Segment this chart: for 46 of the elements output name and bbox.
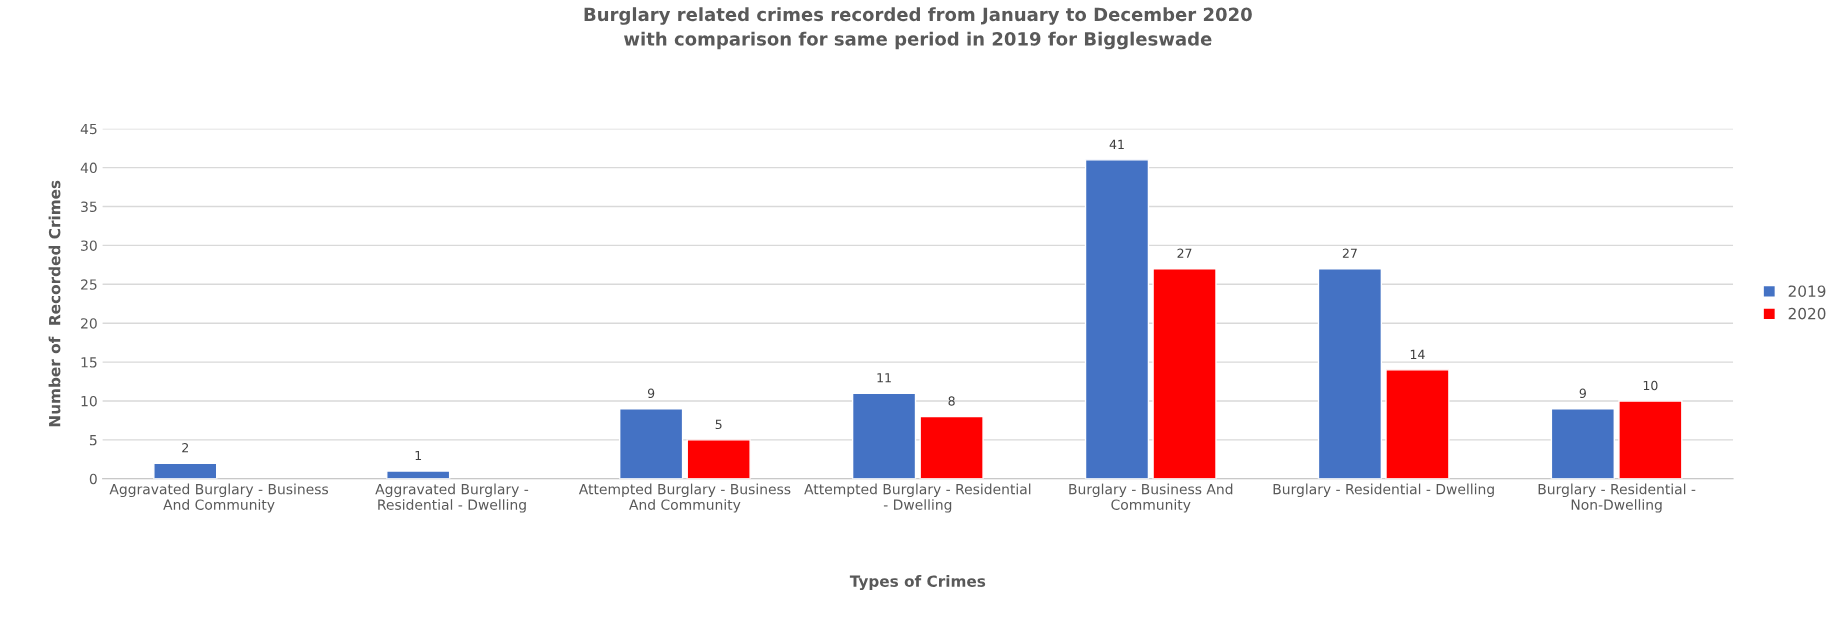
data-label: 27 [1177, 248, 1192, 258]
data-label: 5 [715, 419, 722, 430]
bar [919, 415, 984, 479]
data-label: 2 [182, 442, 189, 453]
y-tick-label: 10 [81, 395, 97, 407]
x-tick-label: Aggravated Burglary - Residential - Dwelling [375, 483, 529, 513]
x-axis-title: Types of Crimes [849, 575, 986, 591]
data-label: 14 [1410, 349, 1425, 359]
y-tick-label: 30 [81, 240, 97, 251]
bar [618, 408, 684, 479]
y-tick-label: 20 [81, 318, 97, 329]
bar [1084, 159, 1150, 479]
data-label: 1 [415, 450, 422, 461]
bar [1152, 268, 1217, 479]
x-tick-label: Attempted Burglary - Residential - Dwelling [804, 483, 1031, 513]
bar [851, 392, 917, 479]
data-label: 11 [877, 373, 891, 383]
bar [1618, 400, 1683, 479]
data-label: 8 [948, 396, 955, 406]
y-tick-label: 35 [81, 201, 97, 212]
data-label: 9 [647, 388, 655, 398]
bar [686, 439, 751, 479]
legend-label: 2019 [1788, 285, 1826, 297]
data-label: 9 [1579, 388, 1586, 398]
y-tick-label: 15 [81, 357, 97, 368]
x-tick-label: Burglary - Residential - Non-Dwelling [1538, 483, 1696, 513]
data-label: 27 [1342, 248, 1357, 258]
x-tick-label: Attempted Burglary - Business And Community [578, 483, 791, 513]
bar [1317, 268, 1383, 479]
x-tick-label: Aggravated Burglary - Business And Community [109, 483, 329, 513]
y-tick-label: 45 [80, 123, 97, 135]
bar [386, 470, 451, 479]
x-tick-label: Burglary - Business And Community [1069, 483, 1233, 513]
y-tick-label: 40 [80, 162, 97, 174]
x-tick-label: Burglary - Residential - Dwelling [1273, 483, 1494, 498]
y-tick-label: 5 [89, 435, 97, 446]
bar [1550, 408, 1615, 479]
data-label: 41 [1109, 139, 1124, 149]
y-tick-label: 0 [89, 473, 97, 485]
y-tick-label: 25 [81, 279, 97, 290]
chart-title: Burglary related crimes recorded from January to December 2020 with comparison for same period in 2019 for Biggleswade [584, 7, 1252, 50]
data-label: 10 [1643, 380, 1658, 391]
bar [1385, 369, 1450, 479]
bar [153, 462, 218, 479]
y-axis-title: Number of Recorded Crimes [48, 180, 61, 427]
legend-label: 2020 [1788, 307, 1826, 320]
